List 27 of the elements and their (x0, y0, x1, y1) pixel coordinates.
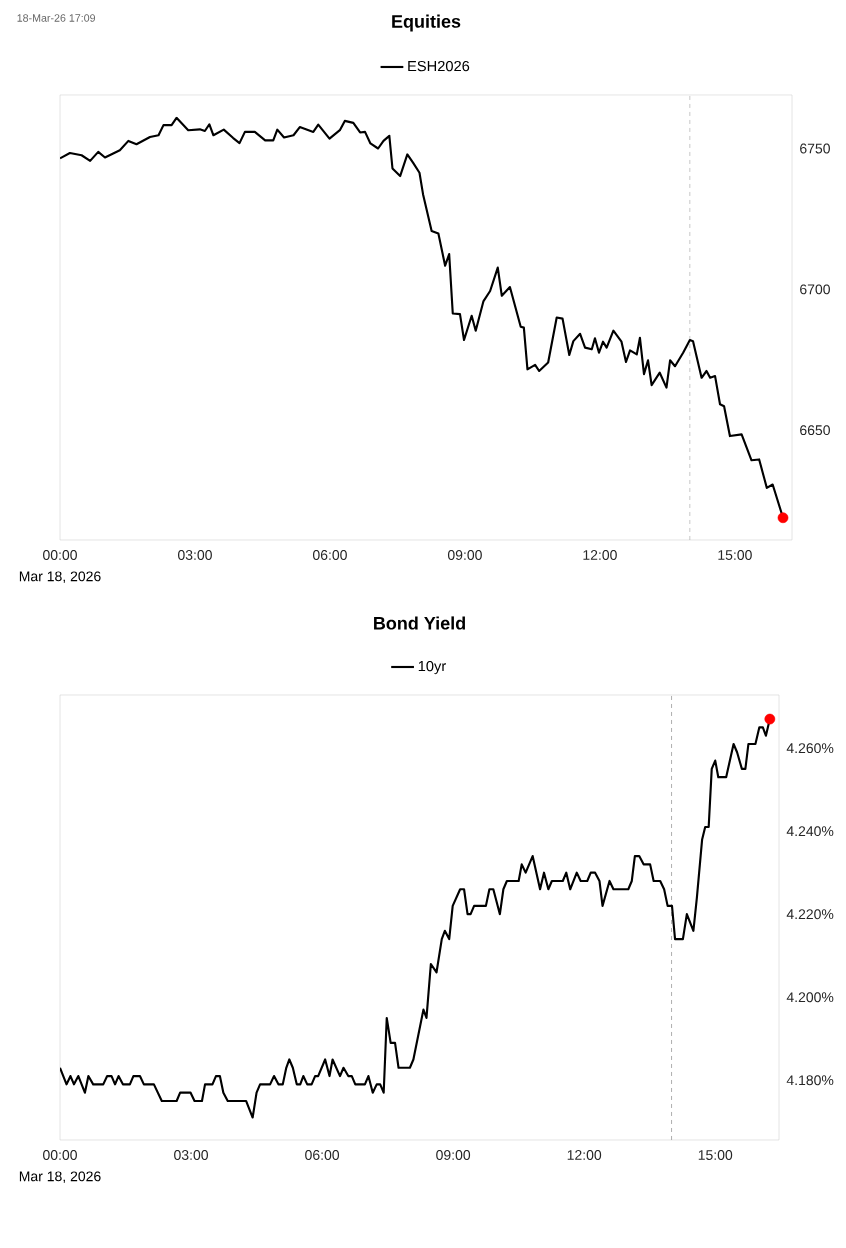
x-tick-label: 00:00 (43, 1150, 77, 1160)
y-tick-label: 4.240% (786, 826, 834, 837)
y-tick-label: 6750 (800, 143, 830, 154)
chart-title: Equities (392, 14, 461, 32)
x-tick-label: 09:00 (436, 1150, 471, 1160)
text: 18-Mar-26 17:09 (17, 14, 96, 22)
x-tick-label: 15:00 (698, 1150, 733, 1160)
x-axis-title: Mar 18, 2026 (19, 1171, 101, 1183)
x-tick-label: 03:00 (174, 1150, 209, 1160)
legend-label: ESH2026 (408, 60, 470, 72)
y-tick-label: 4.180% (786, 1075, 834, 1086)
x-tick-label: 06:00 (305, 1150, 340, 1160)
x-tick-label: 06:00 (312, 550, 347, 560)
x-tick-label: 00:00 (43, 550, 77, 560)
y-tick-label: 4.260% (786, 743, 834, 754)
x-tick-label: 12:00 (583, 550, 617, 560)
y-tick-label: 4.200% (786, 992, 834, 1003)
y-tick-label: 6700 (800, 284, 830, 295)
legend-label: 10yr (418, 660, 446, 675)
x-tick-label: 03:00 (178, 550, 212, 560)
x-tick-label: 15:00 (718, 550, 752, 560)
y-tick-label: 6650 (800, 425, 830, 436)
x-tick-label: 12:00 (567, 1150, 602, 1160)
x-axis-title: Mar 18, 2026 (19, 571, 101, 583)
y-tick-label: 4.220% (786, 909, 834, 920)
chart-title: Bond Yield (374, 616, 465, 630)
x-tick-label: 09:00 (447, 550, 482, 560)
